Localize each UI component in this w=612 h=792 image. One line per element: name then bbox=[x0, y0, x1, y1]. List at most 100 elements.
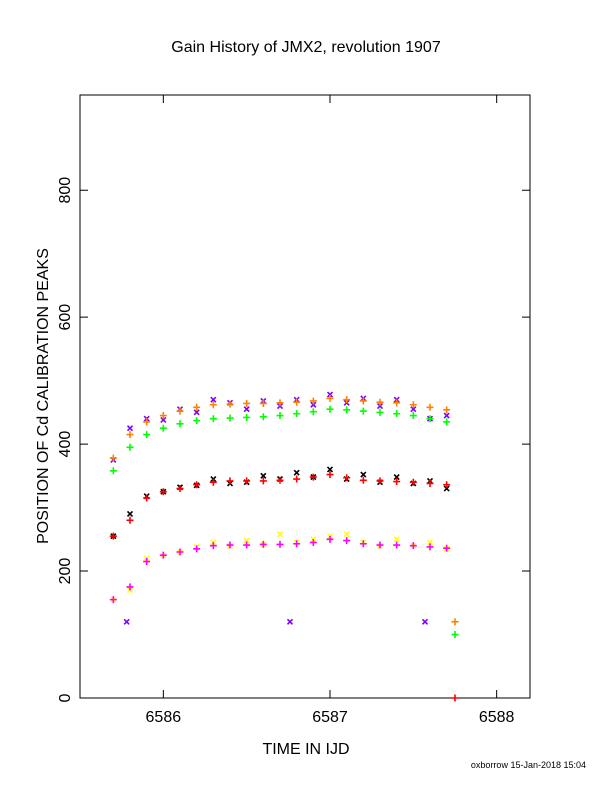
data-point bbox=[276, 531, 284, 538]
data-point bbox=[109, 454, 117, 462]
data-point bbox=[159, 551, 167, 559]
x-tick-label: 6587 bbox=[312, 709, 348, 726]
data-point bbox=[126, 516, 134, 524]
data-point bbox=[259, 413, 267, 421]
data-point bbox=[451, 631, 459, 639]
data-point bbox=[193, 481, 201, 489]
data-point bbox=[143, 418, 151, 426]
data-point bbox=[259, 399, 267, 407]
data-point bbox=[376, 477, 384, 485]
data-point bbox=[243, 477, 251, 485]
data-point bbox=[159, 412, 167, 420]
data-point bbox=[326, 535, 334, 543]
x-tick-label: 6586 bbox=[146, 709, 182, 726]
data-point bbox=[443, 406, 451, 414]
data-point bbox=[310, 401, 317, 408]
data-point bbox=[359, 476, 367, 484]
data-point bbox=[343, 531, 350, 538]
data-point bbox=[176, 420, 184, 428]
data-point bbox=[409, 412, 417, 420]
data-point bbox=[376, 408, 384, 416]
data-point bbox=[326, 471, 334, 479]
data-point bbox=[209, 542, 217, 550]
data-point bbox=[393, 536, 400, 543]
data-point bbox=[359, 397, 367, 405]
data-point bbox=[209, 401, 217, 409]
chart-title: Gain History of JMX2, revolution 1907 bbox=[171, 39, 441, 56]
data-point bbox=[209, 415, 217, 423]
data-point bbox=[343, 396, 351, 404]
data-point bbox=[123, 618, 130, 625]
data-point bbox=[443, 544, 451, 552]
data-point bbox=[293, 398, 301, 406]
data-point bbox=[126, 425, 134, 432]
data-point bbox=[226, 541, 234, 549]
data-point bbox=[443, 418, 451, 426]
y-tick-label: 800 bbox=[57, 177, 74, 204]
data-point bbox=[409, 542, 417, 550]
data-point bbox=[451, 694, 459, 702]
data-point bbox=[243, 399, 251, 407]
data-point bbox=[243, 413, 251, 421]
data-point bbox=[226, 400, 234, 408]
data-point bbox=[226, 414, 234, 422]
data-point bbox=[159, 488, 167, 496]
footer: oxborrow 15-Jan-2018 15:04 bbox=[471, 760, 586, 770]
y-tick-label: 0 bbox=[57, 693, 74, 702]
data-point bbox=[393, 478, 401, 486]
data-point bbox=[293, 540, 301, 548]
y-tick-label: 400 bbox=[57, 431, 74, 458]
data-point bbox=[143, 494, 151, 502]
data-point bbox=[410, 406, 417, 413]
data-point bbox=[309, 538, 317, 546]
data-point bbox=[451, 618, 459, 626]
y-tick-label: 600 bbox=[57, 304, 74, 331]
data-point bbox=[393, 474, 400, 481]
data-point bbox=[326, 405, 334, 413]
data-point bbox=[443, 481, 451, 489]
data-point bbox=[309, 408, 317, 416]
data-point bbox=[159, 424, 167, 432]
data-point bbox=[360, 471, 367, 478]
data-point bbox=[426, 543, 434, 551]
data-point bbox=[359, 407, 367, 415]
data-point bbox=[409, 478, 417, 486]
data-point bbox=[143, 558, 151, 566]
data-point bbox=[143, 431, 151, 439]
data-point bbox=[193, 545, 201, 553]
data-point bbox=[210, 396, 217, 403]
data-point bbox=[376, 398, 384, 406]
data-point bbox=[443, 412, 450, 419]
x-axis-label: TIME IN IJD bbox=[262, 741, 349, 758]
data-point bbox=[343, 474, 351, 482]
data-point bbox=[109, 596, 117, 604]
y-tick-label: 200 bbox=[57, 558, 74, 585]
data-point bbox=[421, 618, 429, 625]
data-point bbox=[343, 406, 351, 414]
data-point bbox=[126, 431, 134, 439]
data-point bbox=[276, 540, 284, 548]
data-point bbox=[176, 548, 184, 556]
data-point bbox=[326, 391, 334, 398]
data-point bbox=[426, 539, 434, 546]
data-point bbox=[259, 540, 267, 548]
data-point bbox=[293, 475, 301, 483]
data-point bbox=[176, 407, 184, 415]
data-point bbox=[276, 399, 284, 407]
data-point bbox=[309, 397, 317, 405]
data-point bbox=[226, 477, 234, 485]
data-point bbox=[409, 401, 417, 409]
data-point bbox=[243, 541, 251, 549]
data-point bbox=[426, 403, 434, 411]
data-point bbox=[393, 399, 401, 407]
data-point bbox=[443, 485, 450, 492]
data-point bbox=[193, 409, 200, 416]
x-tick-label: 6588 bbox=[479, 709, 515, 726]
data-point bbox=[126, 443, 134, 451]
data-point bbox=[326, 466, 334, 473]
data-point bbox=[426, 415, 434, 423]
data-point bbox=[243, 406, 250, 413]
data-point bbox=[243, 537, 250, 544]
data-point bbox=[393, 410, 401, 418]
